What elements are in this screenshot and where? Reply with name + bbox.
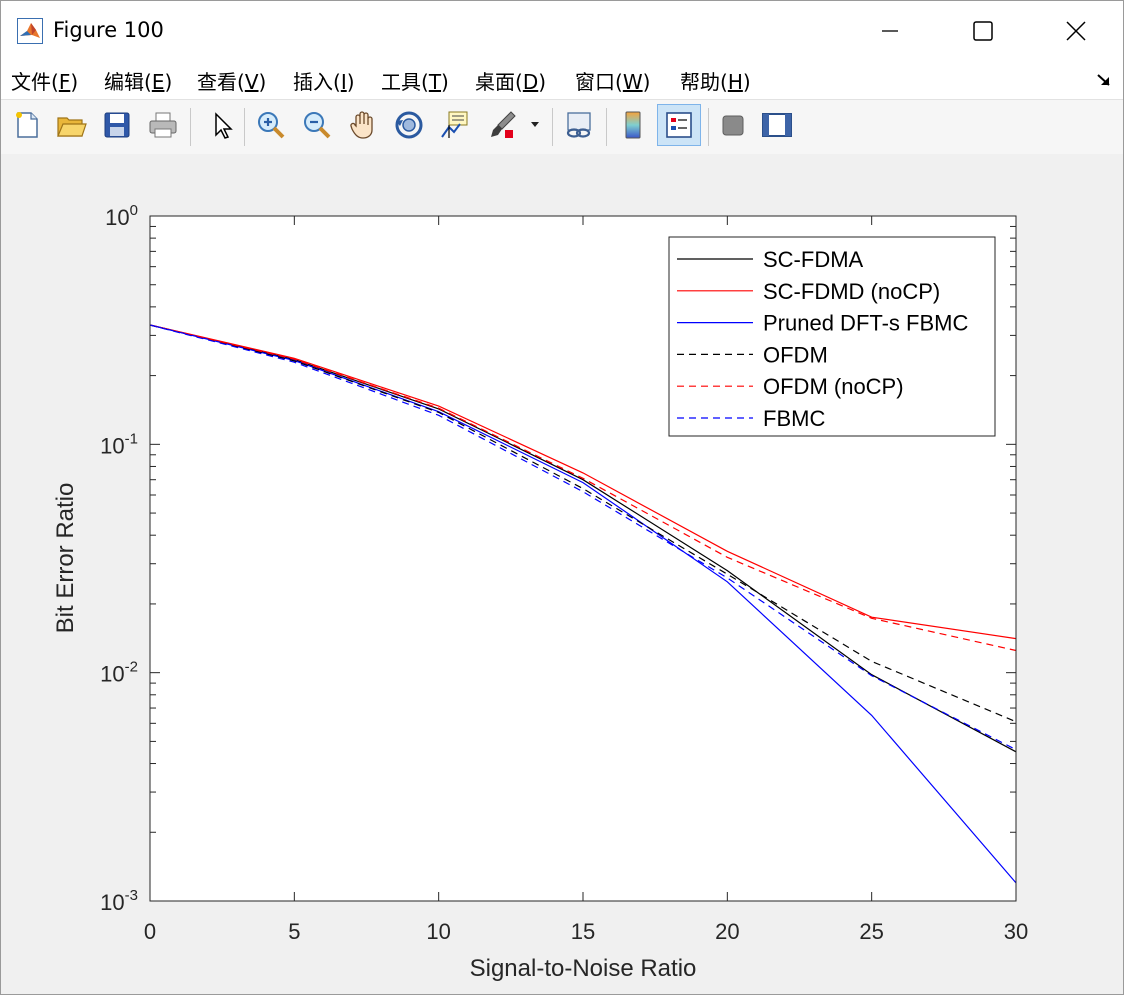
save-button[interactable] xyxy=(99,106,135,144)
colorbar-icon xyxy=(625,111,641,139)
maximize-button[interactable] xyxy=(936,1,1029,61)
save-icon xyxy=(104,112,130,138)
link-plot-button[interactable] xyxy=(561,106,597,144)
y-axis-label: Bit Error Ratio xyxy=(52,483,79,634)
link-plot-icon xyxy=(566,112,591,138)
x-tick-label: 20 xyxy=(715,919,739,944)
open-file-button[interactable] xyxy=(53,106,89,144)
ber-plot[interactable]: 0 5 10 15 20 25 30 100 10-1 10-2 10-3 Signal-to-N… xyxy=(1,154,1123,994)
plot-lines xyxy=(149,324,1017,884)
print-button[interactable] xyxy=(145,106,181,144)
legend-entry-label: Pruned DFT-s FBMC xyxy=(763,311,968,336)
figure-canvas: 0 5 10 15 20 25 30 100 10-1 10-2 10-3 Signal-to-N… xyxy=(1,154,1123,994)
toolbar-separator xyxy=(244,108,245,146)
series-line-ofdm xyxy=(149,324,1017,723)
menu-desktop[interactable]: 桌面(D) xyxy=(475,70,547,94)
brush-icon xyxy=(491,111,516,138)
minimize-button[interactable] xyxy=(843,1,936,61)
rotate-3d-button[interactable] xyxy=(391,106,427,144)
menu-view[interactable]: 查看(V) xyxy=(197,70,267,94)
y-tick-label: 10-2 xyxy=(100,659,138,687)
pan-hand-icon xyxy=(350,111,373,139)
toolbar-separator xyxy=(606,108,607,146)
window-title: Figure 100 xyxy=(53,18,164,42)
matlab-logo-icon xyxy=(17,18,43,44)
menu-insert[interactable]: 插入(I) xyxy=(293,70,355,94)
legend-box xyxy=(668,236,996,437)
menu-tools[interactable]: 工具(T) xyxy=(381,70,449,94)
x-axis-label: Signal-to-Noise Ratio xyxy=(470,955,697,982)
menu-help[interactable]: 帮助(H) xyxy=(680,70,751,94)
axes-box xyxy=(149,215,1017,902)
y-tick-labels: 100 10-1 10-2 10-3 xyxy=(100,202,138,915)
rotate-3d-icon xyxy=(395,111,423,139)
new-figure-button[interactable] xyxy=(9,106,45,144)
figure-toolbar xyxy=(1,99,1123,155)
minimize-icon xyxy=(881,30,898,32)
y-tick-label: 10-3 xyxy=(100,887,138,915)
hide-plot-tools-button[interactable] xyxy=(715,106,751,144)
series-line-ofdm-nocp xyxy=(149,324,1017,652)
x-tick-label: 5 xyxy=(288,919,300,944)
data-cursor-icon xyxy=(441,111,468,138)
series-line-fbmc xyxy=(149,324,1017,751)
close-button[interactable] xyxy=(1029,1,1122,61)
show-plot-tools-icon xyxy=(762,113,792,137)
toolbar-separator xyxy=(190,108,191,146)
y-tick-label: 100 xyxy=(105,202,138,230)
show-plot-tools-button[interactable] xyxy=(759,106,795,144)
minor-ticks xyxy=(150,225,1016,833)
close-icon xyxy=(1065,21,1086,41)
pan-button[interactable] xyxy=(345,106,381,144)
x-tick-label: 15 xyxy=(571,919,595,944)
print-icon xyxy=(149,112,177,138)
legend-entry-label: SC-FDMD (noCP) xyxy=(763,279,940,304)
select-arrow-icon xyxy=(215,112,233,139)
legend-entry-label: OFDM (noCP) xyxy=(763,374,904,399)
insert-legend-button[interactable] xyxy=(657,104,701,146)
zoom-in-icon xyxy=(258,112,285,139)
maximize-icon xyxy=(972,21,993,41)
legend[interactable]: SC-FDMA SC-FDMD (noCP) Pruned DFT-s FBMC OF… xyxy=(668,236,996,437)
chevron-down-icon xyxy=(531,122,539,127)
data-cursor-button[interactable] xyxy=(437,106,473,144)
menu-window[interactable]: 窗口(W) xyxy=(575,70,651,94)
zoom-in-button[interactable] xyxy=(253,106,289,144)
menu-edit[interactable]: 编辑(E) xyxy=(104,70,173,94)
legend-entry-label: OFDM xyxy=(763,342,828,367)
open-file-icon xyxy=(57,117,87,137)
y-tick-label: 10-1 xyxy=(100,430,138,458)
new-figure-icon xyxy=(16,112,38,138)
menu-file[interactable]: 文件(F) xyxy=(11,70,79,94)
series-line-sc-fdmd-nocp xyxy=(149,324,1017,640)
hide-plot-tools-icon xyxy=(722,115,744,136)
menu-bar: 文件(F) 编辑(E) 查看(V) 插入(I) 工具(T) 桌面(D) 窗口(W… xyxy=(1,61,1123,99)
zoom-out-button[interactable] xyxy=(299,106,335,144)
x-tick-label: 30 xyxy=(1004,919,1028,944)
zoom-out-icon xyxy=(304,112,331,139)
toolbar-separator xyxy=(708,108,709,146)
x-tick-label: 10 xyxy=(426,919,450,944)
x-tick-label: 25 xyxy=(859,919,883,944)
select-button[interactable] xyxy=(203,106,239,144)
brush-button[interactable] xyxy=(485,106,521,144)
dock-figure-icon[interactable] xyxy=(1095,71,1113,89)
brush-options-dropdown[interactable] xyxy=(525,106,545,144)
toolbar-separator xyxy=(552,108,553,146)
insert-colorbar-button[interactable] xyxy=(615,106,651,144)
title-bar[interactable]: Figure 100 xyxy=(1,1,1123,61)
x-tick-labels: 0 5 10 15 20 25 30 xyxy=(144,919,1028,944)
legend-icon xyxy=(666,112,692,138)
legend-entry-label: FBMC xyxy=(763,406,825,431)
x-tick-label: 0 xyxy=(144,919,156,944)
legend-entry-label: SC-FDMA xyxy=(763,247,864,272)
